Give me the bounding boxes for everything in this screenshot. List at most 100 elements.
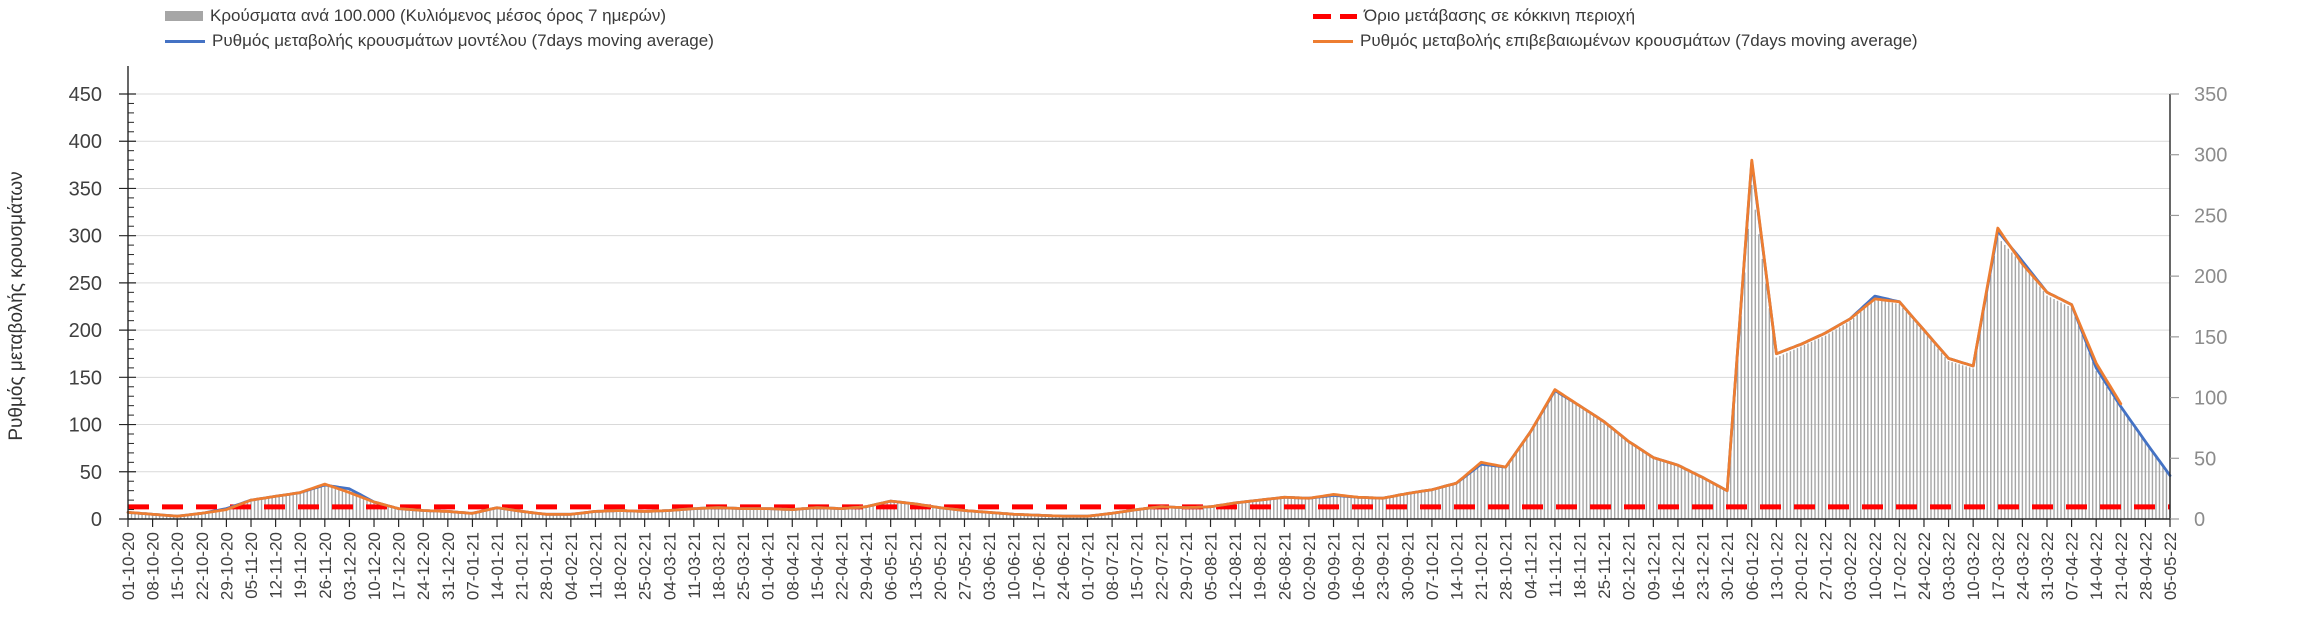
svg-text:01-07-21: 01-07-21: [1078, 532, 1097, 600]
svg-text:21-01-21: 21-01-21: [513, 532, 532, 600]
svg-text:350: 350: [69, 178, 102, 200]
svg-text:02-09-21: 02-09-21: [1300, 532, 1319, 600]
blue-line-swatch-icon: [165, 39, 205, 43]
svg-text:05-11-20: 05-11-20: [242, 532, 261, 599]
svg-text:200: 200: [69, 320, 102, 342]
svg-text:24-03-22: 24-03-22: [2013, 532, 2032, 600]
svg-text:14-01-21: 14-01-21: [488, 532, 507, 600]
legend-label-cases: Κρούσματα ανά 100.000 (Κυλιόμενος μέσος …: [210, 6, 667, 25]
legend-item-model-line: Ρυθμός μεταβολής κρουσμάτων μοντέλου (7d…: [165, 31, 714, 51]
svg-text:11-03-21: 11-03-21: [685, 532, 704, 599]
svg-text:17-12-20: 17-12-20: [390, 532, 409, 600]
svg-text:06-01-22: 06-01-22: [1743, 532, 1762, 600]
svg-text:29-04-21: 29-04-21: [857, 532, 876, 600]
svg-text:29-07-21: 29-07-21: [1177, 532, 1196, 600]
svg-text:20-01-22: 20-01-22: [1792, 532, 1811, 600]
svg-text:07-04-22: 07-04-22: [2063, 532, 2082, 600]
svg-text:24-02-22: 24-02-22: [1915, 532, 1934, 600]
svg-text:14-10-21: 14-10-21: [1448, 532, 1467, 600]
svg-text:11-11-21: 11-11-21: [1546, 532, 1565, 598]
orange-line-swatch-icon: [1313, 39, 1353, 43]
svg-text:250: 250: [2194, 205, 2227, 227]
svg-text:10-06-21: 10-06-21: [1005, 532, 1024, 600]
svg-text:17-02-22: 17-02-22: [1890, 532, 1909, 600]
svg-text:27-01-22: 27-01-22: [1817, 532, 1836, 600]
svg-text:10-12-20: 10-12-20: [365, 532, 384, 600]
svg-text:300: 300: [69, 226, 102, 248]
svg-text:100: 100: [69, 415, 102, 437]
legend-label-confirmed: Ρυθμός μεταβολής επιβεβαιωμένων κρουσμάτ…: [1360, 31, 1918, 50]
legend-item-cases-bars: Κρούσματα ανά 100.000 (Κυλιόμενος μέσος …: [165, 6, 666, 26]
dashed-line-swatch-icon: [1313, 13, 1357, 19]
svg-text:450: 450: [69, 84, 102, 106]
svg-text:16-12-21: 16-12-21: [1669, 532, 1688, 600]
svg-text:12-08-21: 12-08-21: [1226, 532, 1245, 600]
svg-text:24-06-21: 24-06-21: [1054, 532, 1073, 600]
svg-text:200: 200: [2194, 266, 2227, 288]
legend-label-model: Ρυθμός μεταβολής κρουσμάτων μοντέλου (7d…: [212, 31, 714, 50]
svg-text:18-11-21: 18-11-21: [1571, 532, 1590, 599]
svg-text:06-05-21: 06-05-21: [882, 532, 901, 600]
svg-text:09-12-21: 09-12-21: [1644, 532, 1663, 600]
svg-text:05-08-21: 05-08-21: [1202, 532, 1221, 600]
svg-text:01-10-20: 01-10-20: [119, 532, 138, 600]
svg-text:04-03-21: 04-03-21: [660, 532, 679, 600]
svg-text:04-02-21: 04-02-21: [562, 532, 581, 600]
svg-text:03-03-22: 03-03-22: [1940, 532, 1959, 600]
svg-text:01-04-21: 01-04-21: [759, 532, 778, 600]
svg-text:05-05-22: 05-05-22: [2161, 532, 2180, 600]
svg-text:18-03-21: 18-03-21: [709, 532, 728, 600]
svg-text:23-12-21: 23-12-21: [1694, 532, 1713, 600]
svg-text:25-02-21: 25-02-21: [636, 532, 655, 600]
svg-text:0: 0: [91, 509, 102, 531]
svg-text:15-10-20: 15-10-20: [168, 532, 187, 600]
svg-text:31-12-20: 31-12-20: [439, 532, 458, 600]
svg-text:300: 300: [2194, 145, 2227, 167]
svg-text:10-03-22: 10-03-22: [1964, 532, 1983, 600]
svg-text:0: 0: [2194, 509, 2205, 531]
svg-text:25-11-21: 25-11-21: [1595, 532, 1614, 599]
svg-text:13-05-21: 13-05-21: [906, 532, 925, 600]
legend-item-red-threshold: Όριο μετάβασης σε κόκκινη περιοχή: [1313, 6, 1635, 26]
svg-text:04-11-21: 04-11-21: [1521, 532, 1540, 599]
svg-text:22-10-20: 22-10-20: [193, 532, 212, 600]
legend-label-threshold: Όριο μετάβασης σε κόκκινη περιοχή: [1364, 6, 1636, 25]
svg-text:02-12-21: 02-12-21: [1620, 532, 1639, 600]
svg-text:21-04-22: 21-04-22: [2112, 532, 2131, 600]
svg-text:03-02-22: 03-02-22: [1841, 532, 1860, 600]
svg-text:25-03-21: 25-03-21: [734, 532, 753, 600]
svg-text:28-01-21: 28-01-21: [537, 532, 556, 600]
legend-item-confirmed-line: Ρυθμός μεταβολής επιβεβαιωμένων κρουσμάτ…: [1313, 31, 1918, 51]
svg-text:400: 400: [69, 131, 102, 153]
svg-text:30-09-21: 30-09-21: [1398, 532, 1417, 600]
svg-text:29-10-20: 29-10-20: [217, 532, 236, 600]
svg-text:13-01-22: 13-01-22: [1767, 532, 1786, 600]
svg-text:50: 50: [2194, 448, 2216, 470]
svg-text:09-09-21: 09-09-21: [1325, 532, 1344, 600]
svg-text:17-06-21: 17-06-21: [1029, 532, 1048, 600]
svg-text:17-03-22: 17-03-22: [1989, 532, 2008, 600]
svg-text:20-05-21: 20-05-21: [931, 532, 950, 600]
svg-text:11-02-21: 11-02-21: [586, 532, 605, 599]
svg-text:22-04-21: 22-04-21: [832, 532, 851, 600]
svg-text:150: 150: [2194, 327, 2227, 349]
svg-text:23-09-21: 23-09-21: [1374, 532, 1393, 600]
svg-text:07-10-21: 07-10-21: [1423, 532, 1442, 600]
svg-text:07-01-21: 07-01-21: [463, 532, 482, 600]
svg-text:15-04-21: 15-04-21: [808, 532, 827, 600]
svg-text:08-10-20: 08-10-20: [144, 532, 163, 600]
svg-text:26-11-20: 26-11-20: [316, 532, 335, 599]
svg-text:27-05-21: 27-05-21: [955, 532, 974, 600]
svg-text:28-10-21: 28-10-21: [1497, 532, 1516, 600]
svg-text:19-11-20: 19-11-20: [291, 532, 310, 599]
svg-text:100: 100: [2194, 388, 2227, 410]
svg-text:19-08-21: 19-08-21: [1251, 532, 1270, 600]
svg-text:15-07-21: 15-07-21: [1128, 532, 1147, 600]
svg-text:24-12-20: 24-12-20: [414, 532, 433, 600]
svg-text:03-06-21: 03-06-21: [980, 532, 999, 600]
bar-swatch-icon: [165, 11, 203, 21]
svg-text:30-12-21: 30-12-21: [1718, 532, 1737, 600]
svg-text:31-03-22: 31-03-22: [2038, 532, 2057, 600]
svg-text:150: 150: [69, 367, 102, 389]
